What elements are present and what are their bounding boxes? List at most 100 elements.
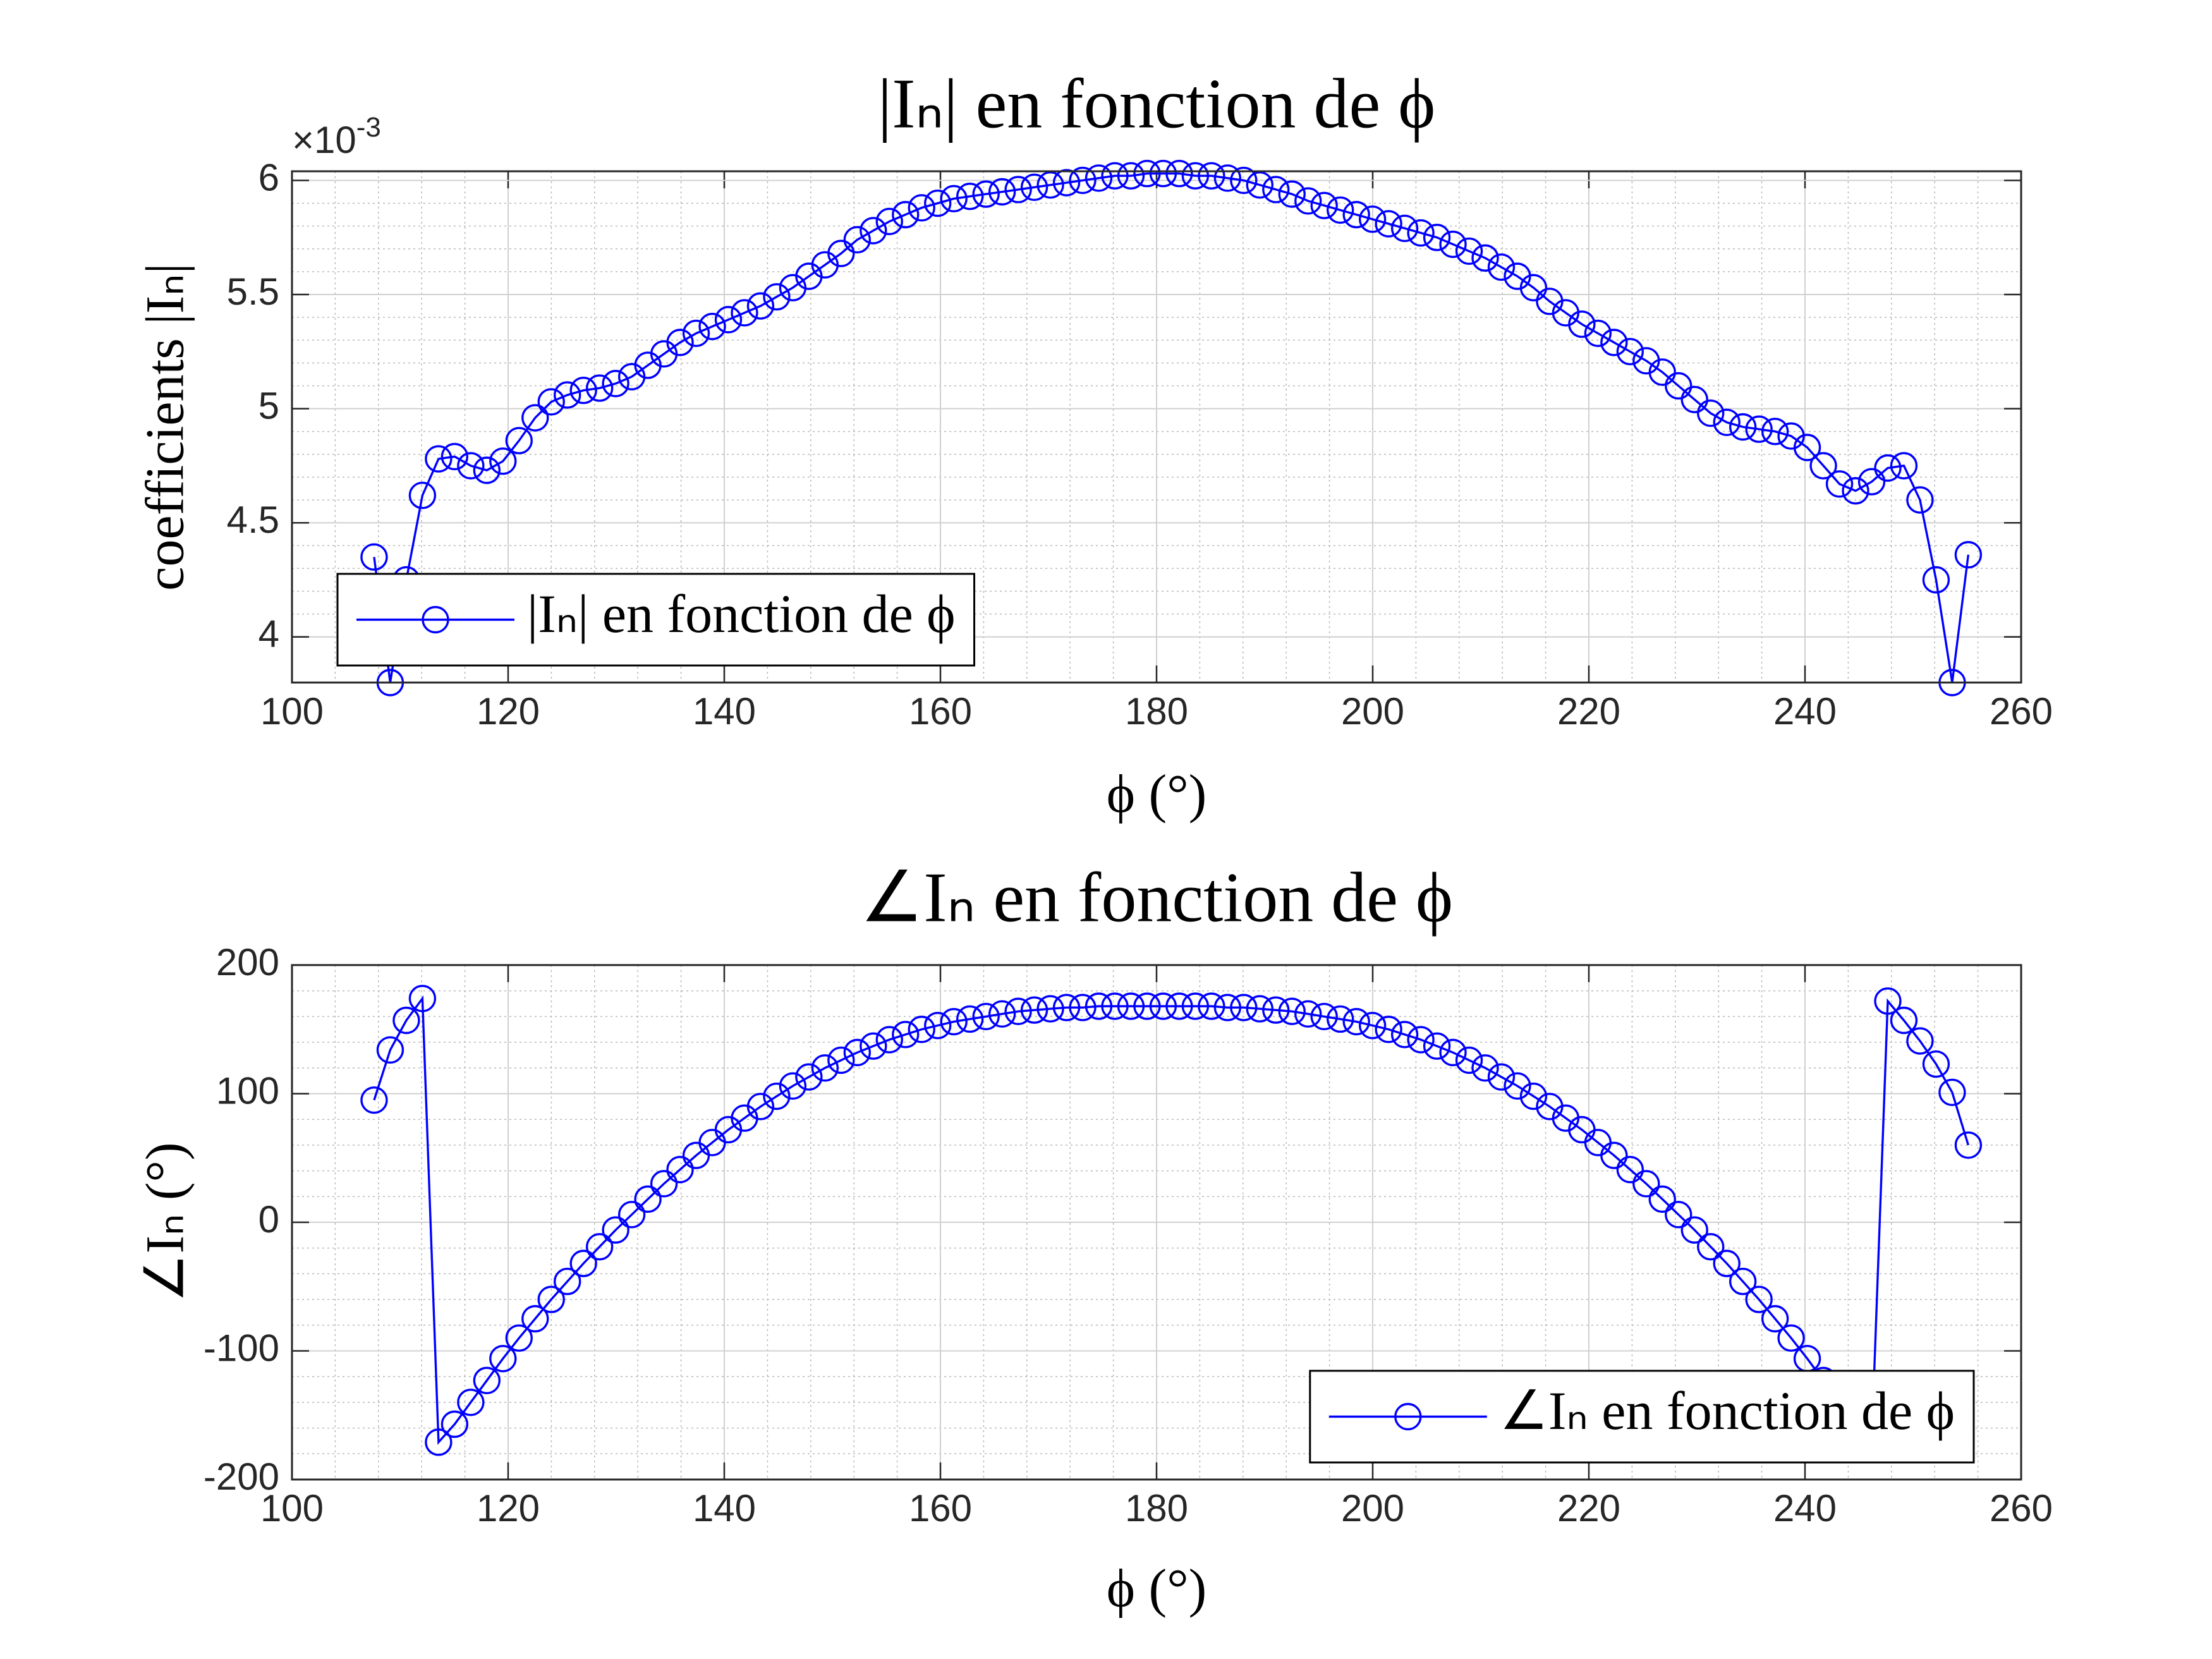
- data-marker: [1407, 219, 1435, 247]
- data-marker: [1262, 176, 1290, 204]
- data-marker: [1036, 995, 1064, 1023]
- data-marker: [1069, 166, 1097, 195]
- data-line: [373, 172, 1970, 683]
- data-marker: [908, 194, 935, 222]
- data-marker: [1149, 992, 1177, 1020]
- data-marker: [554, 1267, 581, 1296]
- x-tick-label: 160: [909, 1487, 972, 1529]
- data-marker: [1294, 1000, 1322, 1028]
- data-marker: [1471, 244, 1499, 272]
- data-marker: [1616, 337, 1644, 366]
- data-marker: [1085, 164, 1113, 192]
- data-marker: [1906, 486, 1934, 514]
- data-marker: [602, 370, 629, 398]
- data-marker: [521, 404, 549, 432]
- data-marker: [843, 226, 872, 254]
- data-marker: [1729, 1267, 1757, 1296]
- y-axis-label: ∠Iₙ (°): [135, 1142, 195, 1302]
- data-marker: [666, 329, 694, 356]
- data-marker: [1133, 159, 1161, 188]
- data-marker: [1697, 1232, 1725, 1261]
- data-marker: [843, 1038, 872, 1067]
- data-marker: [795, 1063, 823, 1091]
- data-marker: [1085, 992, 1113, 1020]
- data-marker: [1584, 319, 1612, 348]
- data-marker: [1455, 1046, 1483, 1074]
- x-tick-label: 200: [1341, 1487, 1404, 1529]
- x-tick-label: 120: [477, 1487, 540, 1529]
- data-marker: [1213, 164, 1242, 192]
- legend: |Iₙ| en fonction de ϕ: [336, 573, 976, 667]
- x-tick-label: 260: [1990, 1487, 2053, 1529]
- data-marker: [1101, 162, 1129, 190]
- data-marker: [1246, 995, 1274, 1023]
- data-marker: [505, 427, 533, 454]
- data-marker: [521, 1304, 549, 1333]
- x-axis-label: ϕ (°): [1107, 1558, 1206, 1619]
- data-marker: [408, 985, 437, 1012]
- x-tick-label: 140: [693, 690, 756, 732]
- data-marker: [1407, 1026, 1435, 1054]
- x-axis-label: ϕ (°): [1107, 763, 1206, 824]
- data-marker: [634, 1185, 662, 1213]
- data-marker: [924, 189, 952, 217]
- data-marker: [1390, 214, 1419, 242]
- data-marker: [408, 482, 437, 509]
- data-marker: [1874, 454, 1902, 482]
- data-marker: [698, 312, 726, 341]
- data-marker: [1375, 1016, 1402, 1043]
- data-marker: [1809, 452, 1837, 480]
- x-tick-label: 240: [1773, 690, 1837, 732]
- data-marker: [650, 1170, 678, 1198]
- data-marker: [585, 1232, 614, 1261]
- data-marker: [1052, 169, 1081, 197]
- data-marker: [1149, 159, 1177, 188]
- data-marker: [892, 200, 920, 229]
- data-marker: [457, 452, 485, 480]
- data-marker: [1761, 1304, 1789, 1333]
- data-marker: [988, 178, 1016, 206]
- data-marker: [1198, 992, 1225, 1020]
- data-marker: [746, 1093, 775, 1121]
- data-marker: [1954, 541, 1983, 569]
- data-marker: [763, 283, 791, 311]
- data-marker: [1004, 997, 1032, 1025]
- data-marker: [1310, 1002, 1338, 1031]
- data-marker: [1358, 1011, 1387, 1040]
- y-multiplier: ×10-3: [292, 112, 381, 161]
- x-tick-label: 220: [1557, 690, 1620, 732]
- data-marker: [666, 1155, 694, 1184]
- data-marker: [1358, 205, 1387, 233]
- data-marker: [1020, 996, 1048, 1024]
- data-marker: [1181, 992, 1210, 1020]
- data-marker: [860, 1032, 887, 1060]
- data-marker: [1342, 200, 1370, 229]
- data-marker: [682, 319, 710, 348]
- data-marker: [1922, 1050, 1950, 1078]
- data-marker: [489, 1345, 517, 1373]
- data-marker: [1777, 1324, 1805, 1352]
- data-marker: [1310, 191, 1338, 219]
- data-marker: [392, 1006, 420, 1035]
- data-marker: [1519, 274, 1548, 301]
- data-marker: [1004, 176, 1032, 204]
- data-marker: [1680, 386, 1708, 413]
- data-marker: [1036, 171, 1064, 199]
- data-marker: [811, 1054, 839, 1082]
- data-marker: [1600, 329, 1628, 356]
- data-marker: [1842, 477, 1869, 505]
- data-marker: [425, 1428, 453, 1456]
- y-tick-label: 6: [258, 156, 279, 198]
- data-marker: [1230, 994, 1258, 1021]
- data-marker: [1874, 987, 1902, 1015]
- x-tick-label: 240: [1773, 1487, 1837, 1529]
- data-marker: [860, 217, 887, 245]
- y-multiplier-base: ×10: [292, 119, 356, 161]
- data-marker: [537, 388, 565, 416]
- data-marker: [1761, 418, 1789, 446]
- data-marker: [1648, 1185, 1676, 1213]
- data-marker: [1616, 1155, 1644, 1184]
- data-marker: [1278, 997, 1306, 1025]
